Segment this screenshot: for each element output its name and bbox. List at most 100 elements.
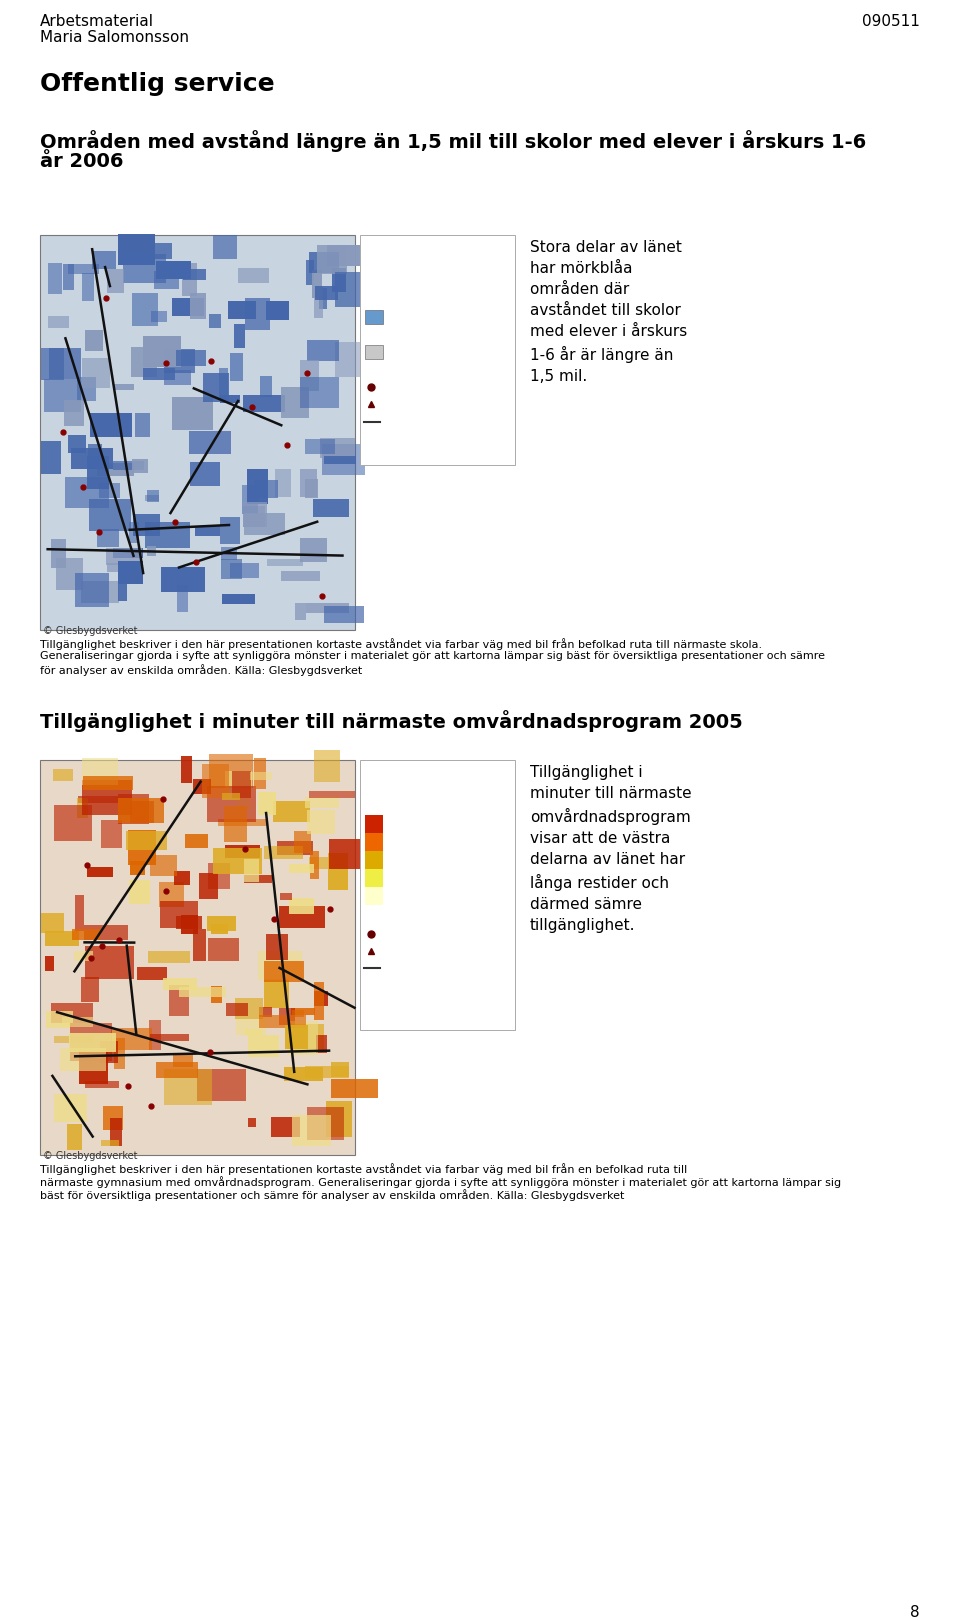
- Bar: [315, 287, 338, 300]
- Bar: [114, 1038, 125, 1069]
- Bar: [292, 1115, 331, 1145]
- Text: närmaste gymnasium med omvårdnadsprogram. Generaliseringar gjorda i syfte att sy: närmaste gymnasium med omvårdnadsprogram…: [40, 1176, 841, 1187]
- Bar: [267, 301, 290, 319]
- Text: Större väg: Större väg: [384, 964, 442, 974]
- Bar: [112, 462, 144, 470]
- Bar: [317, 245, 347, 274]
- Bar: [324, 455, 356, 465]
- Bar: [132, 347, 156, 376]
- Bar: [258, 792, 276, 815]
- Bar: [80, 1050, 108, 1084]
- Bar: [220, 395, 240, 403]
- Bar: [72, 928, 100, 940]
- Bar: [326, 1100, 352, 1137]
- Bar: [107, 269, 125, 293]
- Bar: [155, 271, 180, 290]
- Bar: [327, 854, 348, 891]
- Bar: [365, 868, 383, 888]
- Bar: [84, 925, 128, 940]
- Bar: [84, 946, 133, 978]
- Bar: [279, 1008, 295, 1025]
- Bar: [174, 872, 190, 885]
- Bar: [64, 400, 84, 426]
- Bar: [209, 314, 221, 327]
- Bar: [185, 834, 208, 847]
- Bar: [248, 1035, 279, 1056]
- Text: © Glesbygdsverket: © Glesbygdsverket: [43, 625, 137, 637]
- Bar: [223, 792, 240, 800]
- Bar: [237, 791, 252, 810]
- Bar: [62, 1017, 93, 1027]
- Bar: [294, 831, 311, 854]
- Bar: [129, 522, 138, 543]
- Bar: [118, 233, 156, 266]
- Bar: [254, 758, 266, 789]
- Text: 090511: 090511: [862, 15, 920, 29]
- Bar: [130, 880, 150, 904]
- Bar: [90, 413, 132, 437]
- Bar: [280, 387, 309, 418]
- Bar: [289, 865, 314, 873]
- Text: Stora delar av länet
har mörkblåa
områden där
avståndet till skolor
med elever i: Stora delar av länet har mörkblåa område…: [530, 240, 687, 384]
- Text: Maria Salomonsson: Maria Salomonsson: [40, 31, 189, 45]
- Text: Tätort över 500 inv.: Tätort över 500 inv.: [384, 400, 492, 410]
- Bar: [365, 833, 383, 851]
- Bar: [131, 860, 145, 875]
- Bar: [209, 753, 253, 787]
- Bar: [100, 1042, 118, 1063]
- Text: Tillgänglighet i minuter till
närmaste omvårdnads-
program 2005: Tillgänglighet i minuter till närmaste o…: [365, 766, 513, 802]
- Bar: [277, 841, 313, 855]
- Bar: [243, 486, 258, 514]
- Bar: [208, 938, 239, 961]
- Bar: [176, 915, 202, 928]
- Bar: [243, 505, 265, 526]
- Bar: [227, 1003, 249, 1016]
- Bar: [51, 1003, 93, 1022]
- Bar: [92, 251, 116, 269]
- Bar: [118, 794, 149, 825]
- Bar: [145, 522, 190, 548]
- Bar: [189, 431, 230, 454]
- Text: 20: 20: [387, 833, 401, 842]
- Bar: [316, 1035, 326, 1053]
- Bar: [68, 436, 86, 452]
- Bar: [169, 985, 188, 1016]
- Bar: [245, 298, 270, 330]
- Bar: [160, 901, 198, 928]
- Bar: [243, 395, 285, 413]
- Text: Arbetsmaterial: Arbetsmaterial: [40, 15, 154, 29]
- Bar: [78, 795, 118, 804]
- Bar: [365, 309, 383, 324]
- Bar: [78, 377, 96, 402]
- Bar: [326, 245, 362, 266]
- Bar: [284, 1066, 323, 1081]
- Bar: [307, 340, 339, 361]
- Bar: [182, 269, 205, 280]
- Bar: [55, 1037, 93, 1043]
- Bar: [222, 548, 237, 559]
- Bar: [41, 348, 63, 381]
- Text: Områden med avstånd
längre än 1,5 mil till skolor
med elever iårskurs 1-6 år
200: Områden med avstånd längre än 1,5 mil ti…: [365, 241, 514, 290]
- Bar: [85, 330, 104, 352]
- Text: Tillgänglighet beskriver i den här presentationen kortaste avståndet via farbar : Tillgänglighet beskriver i den här prese…: [40, 638, 762, 650]
- Bar: [271, 1116, 300, 1137]
- Bar: [314, 750, 340, 782]
- Bar: [280, 893, 292, 901]
- Bar: [60, 1048, 106, 1071]
- Bar: [172, 397, 213, 429]
- Bar: [40, 235, 355, 630]
- Bar: [260, 376, 272, 397]
- Bar: [101, 1140, 118, 1145]
- Bar: [305, 259, 314, 285]
- Text: 10: 10: [387, 850, 401, 860]
- Bar: [82, 582, 119, 603]
- Bar: [118, 799, 164, 823]
- Bar: [195, 526, 220, 536]
- Bar: [279, 906, 324, 928]
- Bar: [113, 548, 143, 559]
- Bar: [224, 807, 248, 842]
- Bar: [112, 384, 133, 390]
- Bar: [126, 831, 167, 849]
- Bar: [45, 956, 54, 972]
- Bar: [365, 888, 383, 906]
